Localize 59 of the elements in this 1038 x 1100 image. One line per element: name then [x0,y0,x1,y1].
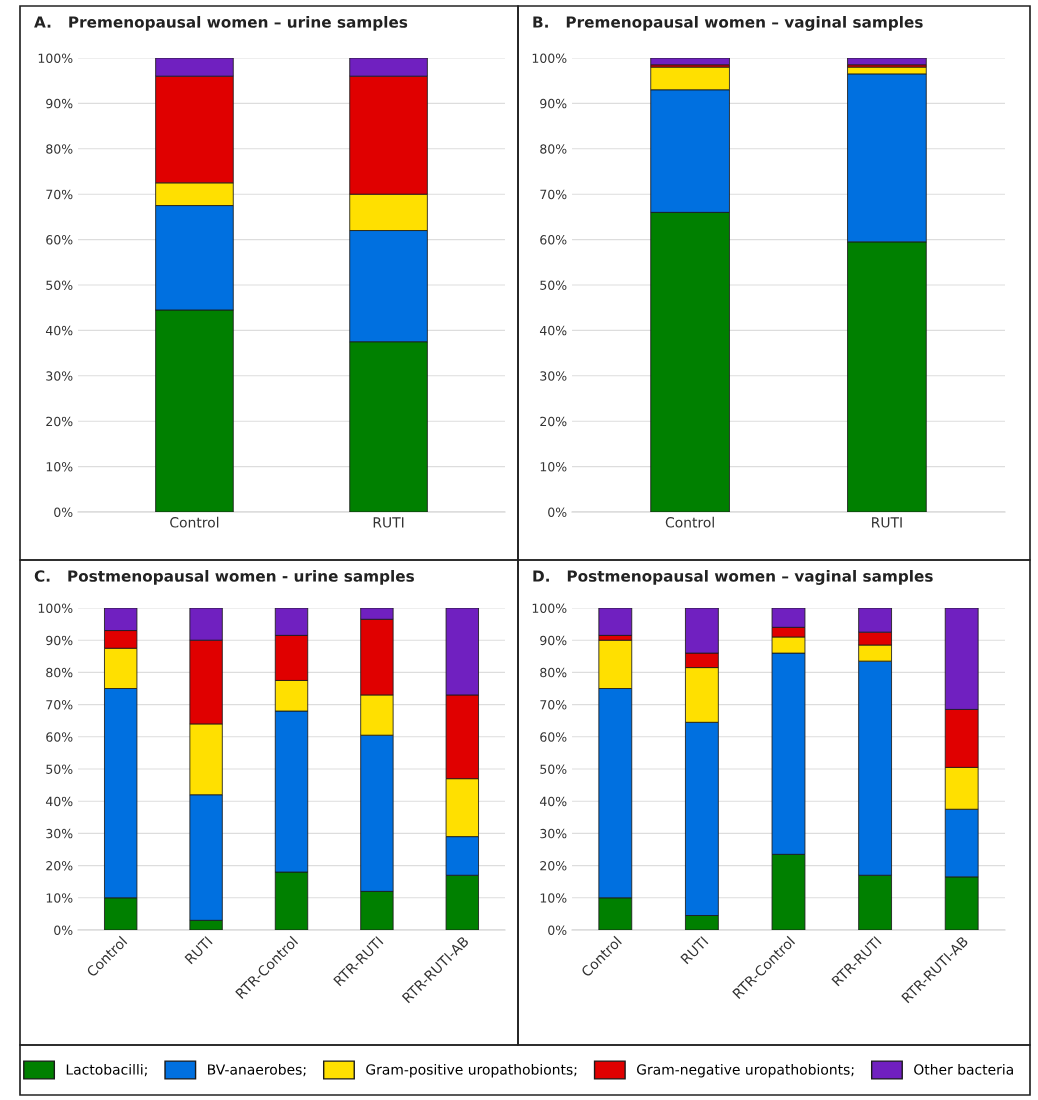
y-tick-label: 20% [46,861,73,871]
y-tick-label: 90% [540,98,567,109]
y-tick-label: 30% [46,828,73,839]
y-tick-label: 70% [540,700,567,710]
bar [847,58,927,66]
y-tick-label: 100% [532,53,567,63]
y-tick-label: 40% [539,796,567,807]
y-tick-label: 10% [540,893,567,903]
y-tick-label: 20% [540,416,567,427]
y-tick-label: 0% [54,925,73,935]
chart-title: B. Premenopausal women – vaginal samples [533,16,923,31]
y-tick-label: 60% [46,732,73,742]
y-tick-label: 50% [46,764,73,774]
y-tick-label: 10% [46,893,73,903]
legend-label: Lactobacilli; [66,1064,147,1077]
y-tick-label: 50% [540,280,567,290]
bar [650,58,730,66]
chart-title: D. Postmenopausal women – vaginal samples [533,570,933,585]
y-tick-label: 0% [54,507,73,517]
legend-label: BV-anaerobes; [208,1064,306,1077]
x-tick-label: Control [170,516,219,528]
y-tick-label: 70% [46,700,73,710]
y-tick-label: 40% [539,325,567,336]
y-tick-label: 30% [540,371,567,381]
legend-label: Gram-negative uropathobionts; [636,1064,854,1078]
y-tick-label: 0% [548,925,567,935]
y-tick-label: 20% [46,416,73,427]
y-tick-label: 40% [45,325,73,336]
x-tick-label: RUTI [373,517,404,528]
y-tick-label: 90% [540,635,567,646]
y-tick-label: 80% [540,144,567,154]
y-tick-label: 30% [46,371,73,381]
y-tick-label: 90% [46,98,73,109]
y-tick-label: 30% [540,828,567,839]
y-tick-label: 50% [46,280,73,290]
y-tick-label: 80% [46,144,73,154]
y-tick-label: 10% [540,462,567,472]
y-tick-label: 50% [540,764,567,774]
y-tick-label: 80% [46,667,73,678]
y-tick-label: 100% [38,53,73,63]
chart-title: A. Premenopausal women – urine samples [34,16,408,31]
y-tick-label: 100% [38,603,73,613]
y-tick-label: 60% [46,235,73,245]
legend-label: Gram-positive uropathobionts; [366,1064,577,1078]
y-tick-label: 70% [46,189,73,200]
y-tick-label: 0% [548,507,567,517]
x-tick-label: RUTI [872,517,902,528]
legend-label: Other bacteria [914,1064,1013,1075]
x-tick-label: Control [665,516,714,528]
y-tick-label: 40% [45,796,73,807]
y-tick-label: 20% [540,861,567,871]
y-tick-label: 70% [540,189,567,200]
y-tick-label: 90% [46,635,73,646]
y-tick-label: 80% [540,667,567,678]
y-tick-label: 10% [46,462,73,472]
chart-title: C. Postmenopausal women - urine samples [34,570,414,585]
y-tick-label: 60% [540,732,567,742]
y-tick-label: 100% [532,603,567,613]
y-tick-label: 60% [540,235,567,245]
